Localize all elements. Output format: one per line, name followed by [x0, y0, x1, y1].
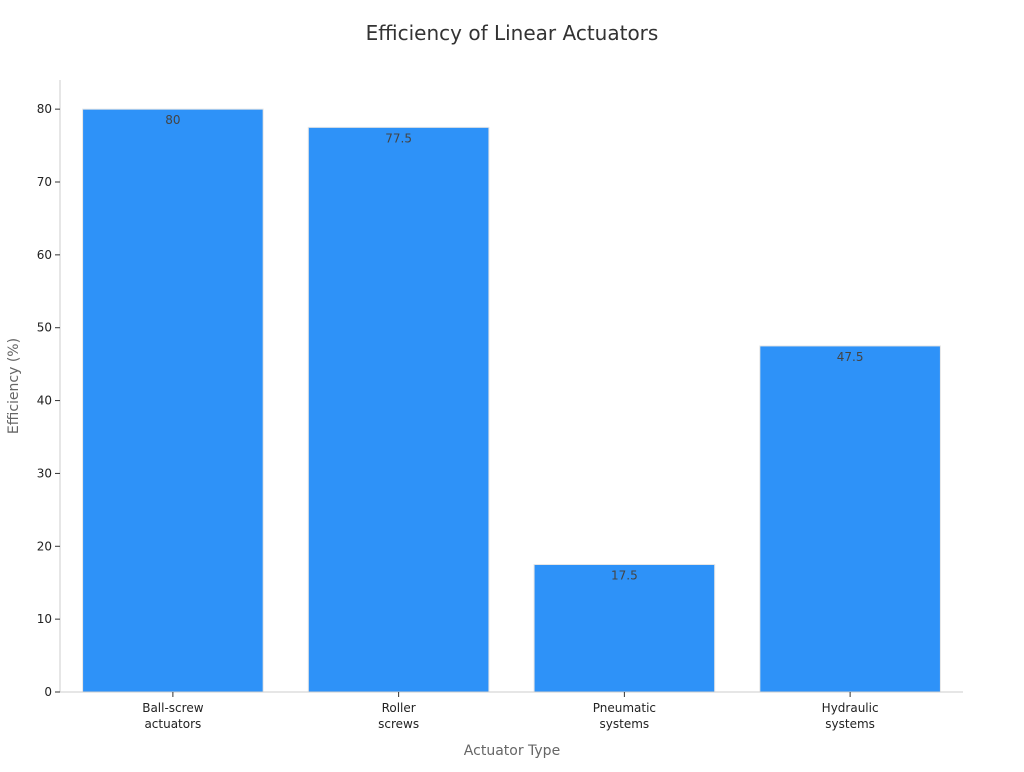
x-tick-label-line: systems: [825, 717, 875, 731]
x-axis-title: Actuator Type: [464, 743, 560, 759]
x-tick-label-line: Pneumatic: [593, 701, 656, 715]
y-tick-label: 80: [37, 102, 52, 116]
y-tick-label: 50: [37, 321, 52, 335]
bar: [82, 108, 264, 693]
data-label: 77.5: [385, 131, 412, 145]
chart-title: Efficiency of Linear Actuators: [366, 21, 659, 45]
bar: [307, 126, 490, 693]
data-labels-layer: 80 77.5 17.5 47.5: [165, 113, 863, 582]
bar: [533, 564, 716, 693]
y-tick-label: 0: [44, 685, 52, 699]
data-label: 17.5: [611, 569, 638, 583]
data-label: 80: [165, 113, 180, 127]
x-tick-label-line: actuators: [144, 717, 201, 731]
x-tick-label: Roller screws: [378, 701, 419, 731]
y-tick-label: 40: [37, 394, 52, 408]
y-tick-label: 70: [37, 175, 52, 189]
x-tick-label: Pneumatic systems: [593, 701, 656, 731]
x-tick-label-line: Ball-screw: [142, 701, 203, 715]
x-tick-label-line: screws: [378, 717, 419, 731]
y-axis-title: Efficiency (%): [6, 338, 22, 434]
x-tick-label: Ball-screw actuators: [142, 701, 203, 731]
bar: [759, 345, 941, 693]
x-tick-label: Hydraulic systems: [822, 701, 879, 731]
y-tick-label: 20: [37, 539, 52, 553]
x-tick-label-line: Roller: [382, 701, 416, 715]
y-tick-label: 60: [37, 248, 52, 262]
y-tick-label: 10: [37, 612, 52, 626]
x-tick-label-line: Hydraulic: [822, 701, 879, 715]
axes-layer: 0 10 20 30 40 50 60 70 80 Ball-screw actuators Roll…: [37, 80, 963, 731]
x-tick-label-line: systems: [600, 717, 650, 731]
data-label: 47.5: [837, 350, 864, 364]
bars-layer: [82, 108, 941, 693]
y-tick-label: 30: [37, 466, 52, 480]
